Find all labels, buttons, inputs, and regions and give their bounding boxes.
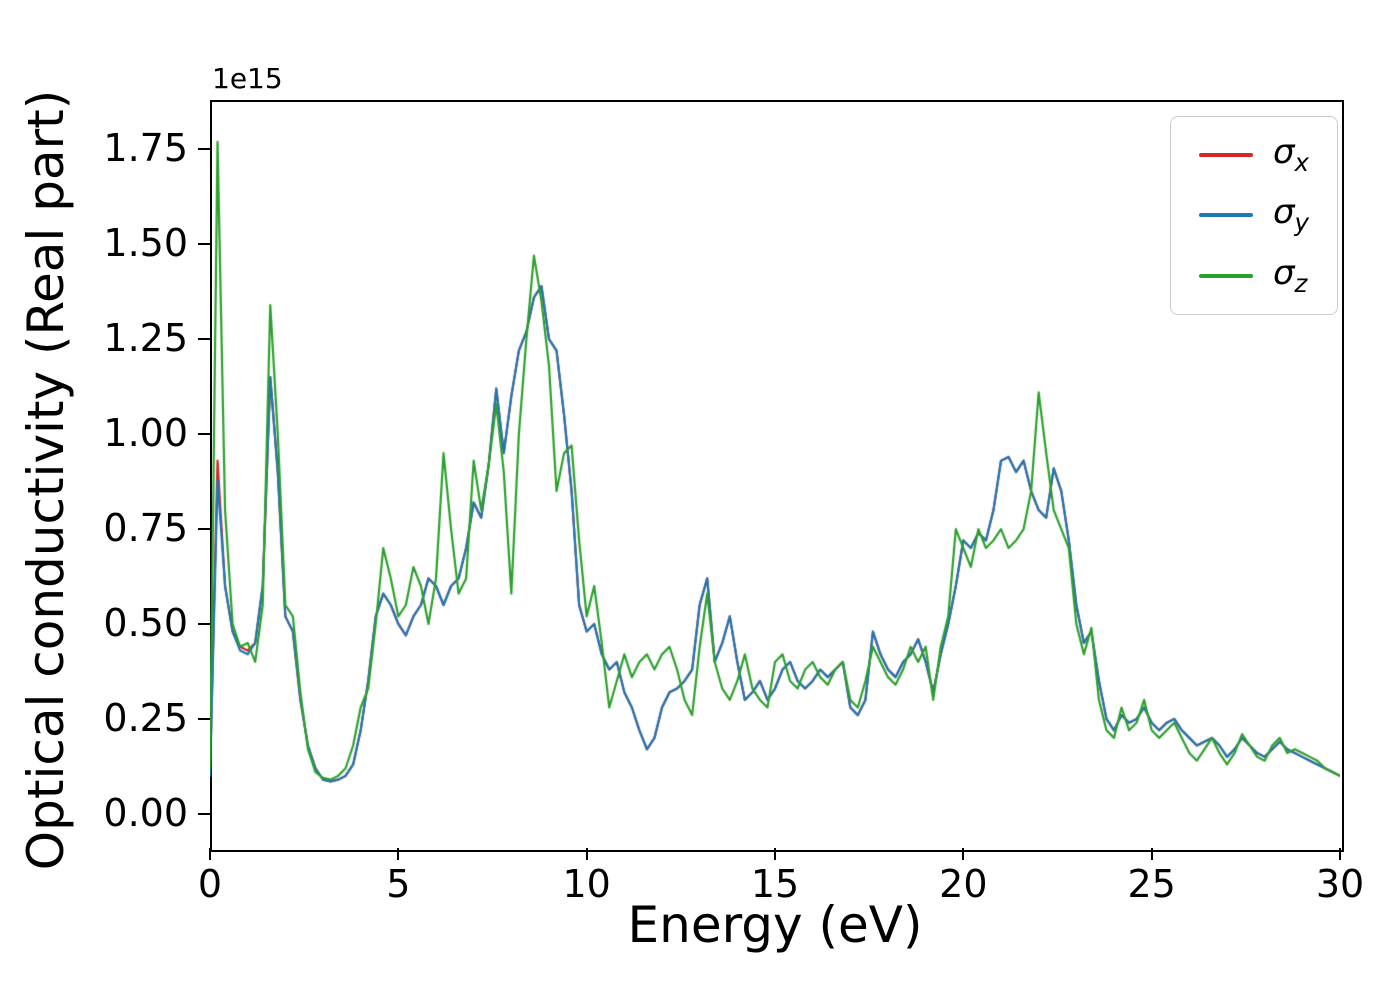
y-axis-offset-text: 1e15 xyxy=(212,62,283,95)
legend-entry-sigma-x: σx xyxy=(1198,135,1309,175)
y-tick-label: 1.00 xyxy=(103,411,188,456)
legend-subscript: z xyxy=(1294,268,1308,298)
x-tick xyxy=(1150,848,1153,860)
legend-entry-sigma-z: σz xyxy=(1198,256,1309,296)
x-tick-label: 30 xyxy=(1315,862,1365,906)
x-tick xyxy=(774,848,776,860)
y-axis-label: Optical conductivity (Real part) xyxy=(17,89,75,871)
y-tick xyxy=(198,433,210,436)
y-tick xyxy=(198,148,210,151)
x-tick-label: 5 xyxy=(386,862,411,906)
y-tick-label: 0.75 xyxy=(103,506,188,551)
x-tick-label: 15 xyxy=(750,862,800,906)
legend: σx σy σz xyxy=(1169,116,1338,315)
x-tick xyxy=(209,848,211,860)
x-tick xyxy=(962,848,965,860)
x-tick xyxy=(1339,848,1341,860)
y-tick xyxy=(198,243,210,246)
y-tick-label: 0.50 xyxy=(103,601,188,646)
legend-label-sigma-y: σy xyxy=(1273,195,1309,235)
y-tick xyxy=(198,717,210,720)
y-tick xyxy=(198,622,210,625)
y-tick-label: 1.50 xyxy=(103,221,188,266)
legend-symbol: σ xyxy=(1272,192,1295,233)
legend-label-sigma-z: σz xyxy=(1273,256,1307,296)
legend-entry-sigma-y: σy xyxy=(1198,195,1309,235)
y-tick xyxy=(198,338,210,341)
plot-canvas xyxy=(210,100,1340,848)
x-tick-label: 20 xyxy=(939,862,988,906)
legend-line-sample-sigma-y xyxy=(1198,213,1253,218)
x-tick xyxy=(397,848,400,860)
x-tick-label: 10 xyxy=(562,862,611,906)
x-tick-label: 25 xyxy=(1127,862,1176,906)
x-tick-label: 0 xyxy=(197,862,223,906)
legend-symbol: σ xyxy=(1272,252,1295,293)
legend-subscript: x xyxy=(1294,147,1309,177)
y-tick xyxy=(198,528,210,531)
legend-subscript: y xyxy=(1294,208,1309,238)
y-tick-label: 0.00 xyxy=(103,790,188,835)
y-tick xyxy=(198,812,210,815)
legend-line-sample-sigma-x xyxy=(1198,153,1253,158)
y-tick-label: 1.25 xyxy=(103,316,188,361)
y-tick-label: 0.25 xyxy=(103,695,188,740)
legend-symbol: σ xyxy=(1272,132,1295,172)
y-tick-label: 1.75 xyxy=(103,126,188,171)
legend-line-sample-sigma-z xyxy=(1198,273,1253,278)
x-axis-label: Energy (eV) xyxy=(627,896,923,954)
legend-label-sigma-x: σx xyxy=(1273,135,1309,175)
x-tick xyxy=(585,848,588,860)
